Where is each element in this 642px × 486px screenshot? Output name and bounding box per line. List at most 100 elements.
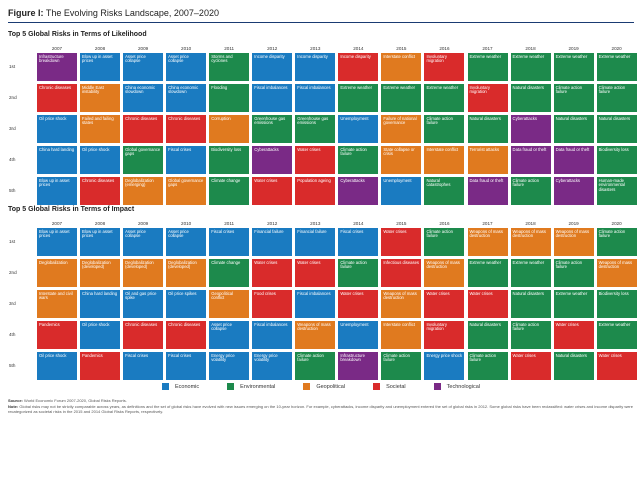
legend: Economic Environmental Geopolitical Societa… xyxy=(0,383,642,390)
risk-cell: Chronic diseases xyxy=(123,321,164,349)
risk-cell: Water crises xyxy=(252,259,293,287)
rank-label-3rd: 3rd xyxy=(9,125,16,131)
risk-cell: Extreme weather xyxy=(553,53,594,81)
legend-label: Environmental xyxy=(240,383,276,390)
year-header-2017: 2017 xyxy=(482,221,493,226)
risk-cell: Natural disasters xyxy=(467,321,508,349)
year-header-2020: 2020 xyxy=(611,46,622,51)
risk-cell: Blow up in asset prices xyxy=(37,177,77,205)
risk-cell: Water crises xyxy=(295,146,336,174)
risk-cell: Climate action failure xyxy=(424,228,465,256)
risk-cell: Data fraud or theft xyxy=(467,177,508,205)
risk-cell: Deglobalization (developed) xyxy=(166,259,207,287)
risk-cell: Oil price shock xyxy=(37,115,77,143)
legend-item-technological: Technological xyxy=(433,383,480,390)
risk-cell: China economic slowdown xyxy=(123,84,164,112)
year-header-2016: 2016 xyxy=(439,46,450,51)
source-text: World Economic Forum 2007-2020, Global R… xyxy=(24,398,127,403)
risk-cell: Unemployment xyxy=(381,177,422,205)
rank-label-4th: 4th xyxy=(9,331,16,337)
risk-cell: Infrastructure breakdown xyxy=(338,352,379,380)
risk-cell: Cyberattacks xyxy=(510,115,551,143)
risk-cell: Storms and cyclones xyxy=(209,53,250,81)
risk-cell: Pandemics xyxy=(80,352,121,380)
note-text: Global risks may not be strictly compara… xyxy=(8,404,633,414)
year-header-2016: 2016 xyxy=(439,221,450,226)
risk-cell: Climate action failure xyxy=(596,84,637,112)
risk-cell: Climate action failure xyxy=(510,177,551,205)
year-header-2007: 2007 xyxy=(51,221,63,226)
risk-cell: Natural disasters xyxy=(596,115,637,143)
year-header-2013: 2013 xyxy=(310,46,321,51)
legend-item-geopolitical: Geopolitical xyxy=(303,383,345,390)
risk-cell: Human-made environmental disasters xyxy=(596,177,637,205)
risk-cell: Water crises xyxy=(510,352,551,380)
rank-label-5th: 5th xyxy=(9,187,16,193)
rank-label-1st: 1st xyxy=(9,63,16,69)
risk-cell: Climate action failure xyxy=(553,259,594,287)
rank-label-3rd: 3rd xyxy=(9,300,16,306)
risk-cell: Water crises xyxy=(381,228,422,256)
year-header-2014: 2014 xyxy=(353,221,364,226)
risk-cell: Terrorist attacks xyxy=(467,146,508,174)
risk-cell: Data fraud or theft xyxy=(510,146,551,174)
risk-cell: Income disparity xyxy=(252,53,293,81)
risk-cell: Chronic diseases xyxy=(37,84,77,112)
risk-cell: Unemployment xyxy=(338,115,379,143)
likelihood-section-title: Top 5 Global Risks in Terms of Likelihoo… xyxy=(8,31,147,38)
risk-cell: Fiscal imbalances xyxy=(295,84,336,112)
risk-cell: Weapons of mass destruction xyxy=(295,321,336,349)
risk-cell: Data fraud or theft xyxy=(553,146,594,174)
impact-section-title: Top 5 Global Risks in Terms of Impact xyxy=(8,206,135,213)
legend-label: Economic xyxy=(175,383,200,390)
risk-cell: Extreme weather xyxy=(467,259,508,287)
risk-cell: Water crises xyxy=(424,290,465,318)
risk-cell: Oil price spikes xyxy=(166,290,207,318)
year-header-2019: 2019 xyxy=(568,221,579,226)
risk-cell: Weapons of mass destruction xyxy=(424,259,465,287)
year-header-2011: 2011 xyxy=(224,46,235,51)
risk-cell: Natural disasters xyxy=(510,290,551,318)
risk-cell: Weapons of mass destruction xyxy=(553,228,594,256)
risk-cell: Interstate conflict xyxy=(381,53,422,81)
risk-cell: Failure of national governance xyxy=(381,115,422,143)
risk-cell: Climate action failure xyxy=(338,146,379,174)
year-header-2020: 2020 xyxy=(611,221,622,226)
legend-item-environmental: Environmental xyxy=(227,383,275,390)
figure-label: Figure I: xyxy=(8,8,44,18)
risk-cell: Global governance gaps xyxy=(123,146,164,174)
risk-cell: Fiscal crises xyxy=(123,352,164,380)
risk-cell: Extreme weather xyxy=(596,53,637,81)
risk-cell: Fiscal imbalances xyxy=(295,290,336,318)
risk-cell: Fiscal imbalances xyxy=(252,321,293,349)
risk-cell: Extreme weather xyxy=(510,259,551,287)
risk-cell: Natural disasters xyxy=(553,352,594,380)
risk-cell: China hard landing xyxy=(37,146,77,174)
legend-label: Technological xyxy=(446,383,480,390)
risk-cell: Extreme weather xyxy=(467,53,508,81)
risk-cell: Global governance gaps xyxy=(166,177,207,205)
risk-cell: Extreme weather xyxy=(381,84,422,112)
rank-label-1st: 1st xyxy=(9,238,16,244)
year-header-2013: 2013 xyxy=(310,221,321,226)
risk-cell: Failed and failing states xyxy=(80,115,121,143)
risk-cell: Interstate conflict xyxy=(381,321,422,349)
year-header-2017: 2017 xyxy=(482,46,493,51)
risk-cell: Fiscal crises xyxy=(166,352,207,380)
risk-cell: Chronic diseases xyxy=(166,115,207,143)
risk-cell: Oil and gas price spike xyxy=(123,290,164,318)
year-header-2012: 2012 xyxy=(267,46,278,51)
risk-cell: Water crises xyxy=(252,177,293,205)
risk-cell: Infrastructure breakdown xyxy=(37,53,77,81)
year-header-2008: 2008 xyxy=(94,221,106,226)
risk-cell: Asset price collapse xyxy=(123,228,164,256)
legend-swatch xyxy=(303,383,311,390)
risk-cell: Energy price volatility xyxy=(209,352,250,380)
risk-cell: Deglobalization xyxy=(37,259,77,287)
risk-cell: Oil price shock xyxy=(37,352,77,380)
risk-cell: Income disparity xyxy=(338,53,379,81)
source-label: Source: xyxy=(8,398,23,403)
risk-cell: Blow up in asset prices xyxy=(80,53,121,81)
year-header-2009: 2009 xyxy=(137,46,149,51)
risk-cell: Climate action failure xyxy=(338,259,379,287)
